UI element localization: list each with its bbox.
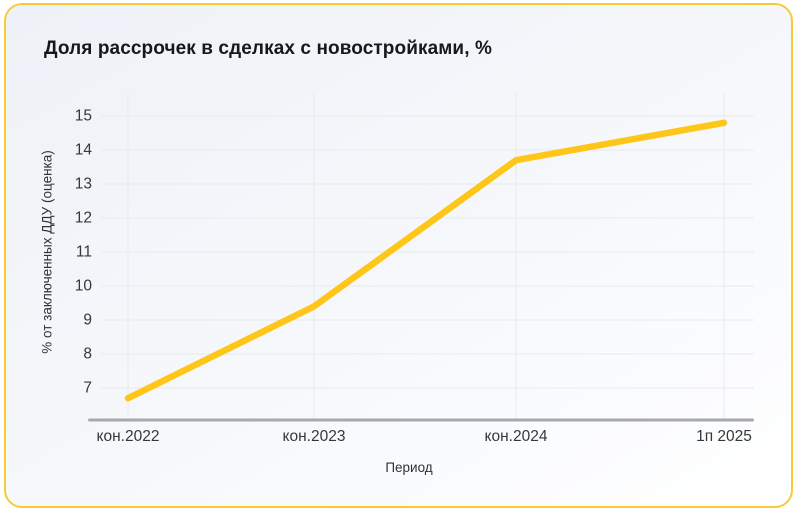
chart-card: Доля рассрочек в сделках с новостройками… xyxy=(4,3,793,508)
chart-title: Доля рассрочек в сделках с новостройками… xyxy=(44,38,492,59)
y-tick-label: 9 xyxy=(83,311,92,329)
y-tick-label: 12 xyxy=(74,209,92,227)
x-tick-label: кон.2024 xyxy=(484,428,548,445)
x-axis-line xyxy=(88,418,754,422)
data-series-line xyxy=(124,119,728,402)
x-tick-label: 1п 2025 xyxy=(696,428,752,445)
y-tick-label: 15 xyxy=(74,107,92,125)
y-axis-title: % от заключенных ДДУ (оценка) xyxy=(39,150,55,354)
y-tick-label: 8 xyxy=(83,345,92,363)
y-tick-label: 13 xyxy=(74,175,92,193)
y-tick-label: 11 xyxy=(75,243,92,261)
y-tick-label: 10 xyxy=(74,277,92,295)
x-axis-title: Период xyxy=(385,460,433,475)
x-tick-label: кон.2023 xyxy=(282,428,346,445)
y-tick-label: 7 xyxy=(83,379,92,397)
line-chart-canvas xyxy=(88,93,754,422)
y-tick-label: 14 xyxy=(74,141,92,159)
x-tick-label: кон.2022 xyxy=(96,428,160,445)
